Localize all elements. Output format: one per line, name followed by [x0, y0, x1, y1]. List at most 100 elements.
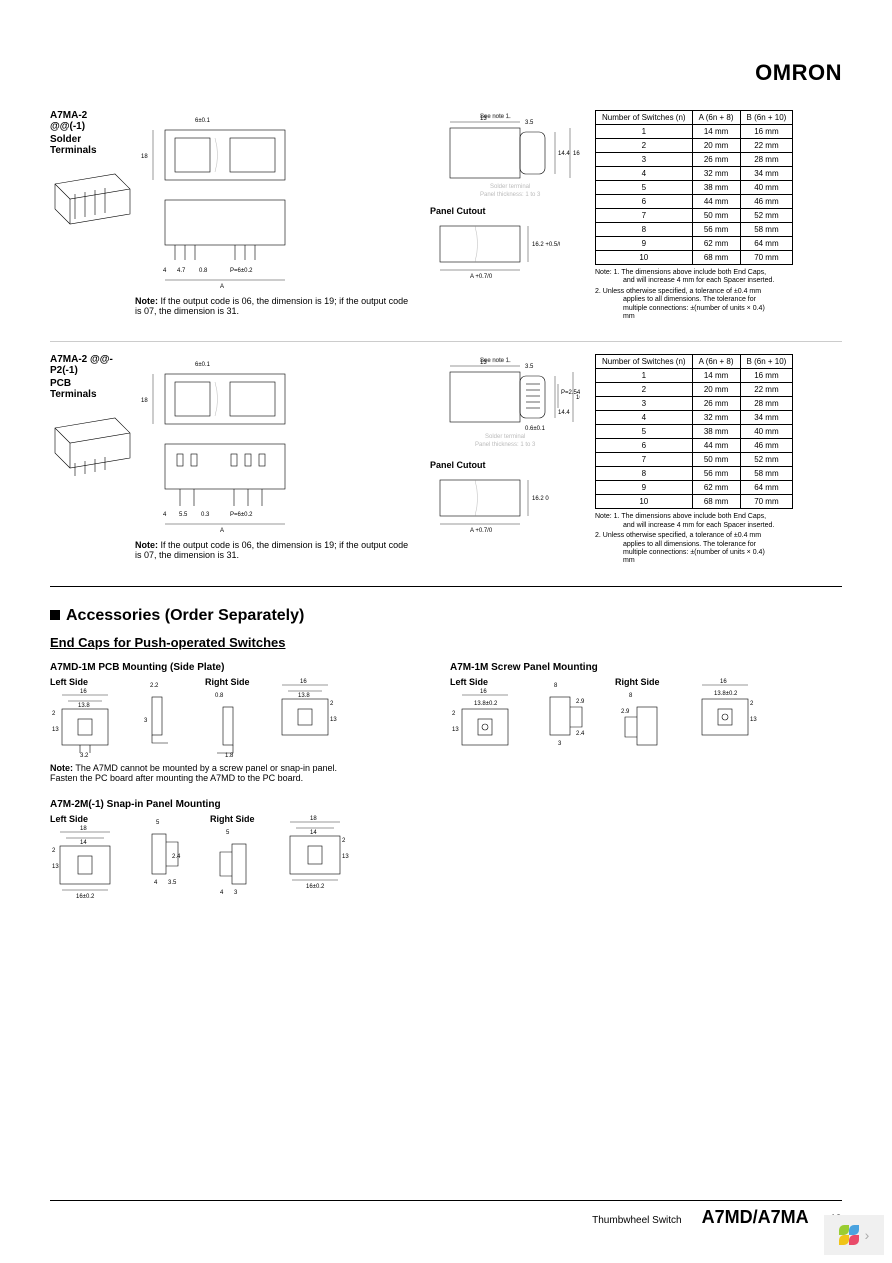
table-note-1: Note: 1. The dimensions above include bo…: [595, 269, 775, 321]
svg-text:2: 2: [342, 838, 346, 844]
table-row: 538 mm40 mm: [596, 425, 793, 439]
table-row: 538 mm40 mm: [596, 181, 793, 195]
svg-text:13: 13: [480, 116, 487, 122]
svg-text:16: 16: [480, 689, 487, 695]
section-pcb-terminals: A7MA-2 @@-P2(-1) PCB Terminals 6±0.1 18: [50, 354, 842, 565]
svg-text:13: 13: [480, 360, 487, 366]
table-row: 750 mm52 mm: [596, 453, 793, 467]
svg-text:2: 2: [452, 711, 456, 717]
svg-text:13.8±0.2: 13.8±0.2: [474, 701, 498, 707]
svg-text:16.2 +0.5/0: 16.2 +0.5/0: [532, 242, 560, 248]
cap2-left-front: 16 13.8±0.2 2 13: [450, 687, 520, 757]
panel-cutout-2: 16.2 0 A +0.7/0: [430, 472, 560, 532]
chevron-right-icon[interactable]: ›: [865, 1227, 870, 1243]
left-side-label-2: Left Side: [450, 677, 520, 687]
cap2-right-front: 16 13.8±0.2 2 13: [690, 677, 760, 747]
model-code-1: A7MA-2 @@(-1): [50, 110, 120, 132]
svg-text:3.5: 3.5: [525, 120, 534, 126]
left-side-label-1: Left Side: [50, 677, 120, 687]
svg-text:4: 4: [163, 268, 167, 274]
panel-cutout-label-1: Panel Cutout: [430, 206, 580, 216]
section-solder-terminals: A7MA-2 @@(-1) Solder Terminals 6±0.1 18: [50, 110, 842, 321]
page-footer: Thumbwheel Switch A7MD/A7MA 49: [50, 1200, 842, 1228]
svg-text:16: 16: [720, 679, 727, 685]
table-row: 856 mm58 mm: [596, 467, 793, 481]
square-bullet-icon: [50, 610, 60, 620]
cap-title-1: A7MD-1M PCB Mounting (Side Plate): [50, 662, 410, 673]
table-row: 432 mm34 mm: [596, 167, 793, 181]
svg-text:4: 4: [154, 880, 158, 886]
table-row: 326 mm28 mm: [596, 397, 793, 411]
svg-text:5: 5: [226, 830, 230, 836]
svg-text:16: 16: [80, 689, 87, 695]
note-1: Note: If the output code is 06, the dime…: [135, 296, 415, 316]
svg-text:18: 18: [310, 816, 317, 822]
svg-text:18: 18: [141, 398, 148, 404]
table-row: 962 mm64 mm: [596, 237, 793, 251]
svg-text:14: 14: [80, 840, 87, 846]
svg-text:5: 5: [156, 820, 160, 826]
dim-table-block-2: Number of Switches (n) A (6n + 8) B (6n …: [595, 354, 793, 565]
svg-text:13.8: 13.8: [298, 693, 310, 699]
svg-text:13: 13: [330, 717, 337, 723]
svg-text:13.8±0.2: 13.8±0.2: [714, 691, 738, 697]
svg-text:A: A: [220, 284, 224, 290]
svg-text:2.9: 2.9: [576, 699, 585, 705]
svg-text:16.2 0: 16.2 0: [532, 496, 549, 502]
table-row: 432 mm34 mm: [596, 411, 793, 425]
svg-text:13.8: 13.8: [78, 703, 90, 709]
svg-text:3.5: 3.5: [168, 880, 177, 886]
footer-model: A7MD/A7MA: [702, 1207, 809, 1228]
svg-text:3: 3: [144, 718, 148, 724]
svg-text:0.3: 0.3: [201, 512, 210, 518]
svg-text:2.2: 2.2: [150, 683, 159, 689]
svg-text:0.8: 0.8: [199, 268, 208, 274]
cap-title-3: A7M-2M(-1) Snap-in Panel Mounting: [50, 799, 450, 810]
table-row: 220 mm22 mm: [596, 383, 793, 397]
cap-a7md-1m: A7MD-1M PCB Mounting (Side Plate) Left S…: [50, 662, 410, 783]
svg-text:13: 13: [452, 727, 459, 733]
front-bottom-drawing-2: 6±0.1 18 4 5.5 0.3 P=6±0.2 A: [135, 354, 355, 534]
svg-text:6±0.1: 6±0.1: [195, 118, 211, 124]
cap3-left-side: 5 2.4 4 3.5: [140, 814, 190, 889]
svg-text:16±0.2: 16±0.2: [306, 884, 325, 889]
table-row: 220 mm22 mm: [596, 139, 793, 153]
cap3-right-front: 18 14 2 13 16±0.2: [280, 814, 350, 889]
svg-text:P=6±0.2: P=6±0.2: [230, 268, 253, 274]
svg-text:14: 14: [310, 830, 317, 836]
accessories-heading: Accessories (Order Separately): [50, 607, 842, 625]
svg-text:14.4: 14.4: [558, 410, 570, 416]
side-drawing-2: See note 1. 13 3.5 P=2.54 14.4 16 0.6±0.…: [430, 354, 580, 454]
panel-cutout-label-2: Panel Cutout: [430, 460, 580, 470]
svg-text:3: 3: [234, 890, 238, 896]
table-row: 326 mm28 mm: [596, 153, 793, 167]
svg-text:8: 8: [629, 693, 633, 699]
svg-text:3.5: 3.5: [525, 364, 534, 370]
cap3-right-side: 5 4 3: [210, 824, 260, 899]
svg-text:2.4: 2.4: [576, 731, 585, 737]
cap2-left-side: 8 2.9 2.4 3: [540, 677, 595, 747]
cap-a7m-1m: A7M-1M Screw Panel Mounting Left Side 16…: [450, 662, 830, 783]
svg-text:Panel thickness: 1 to 3: Panel thickness: 1 to 3: [480, 192, 541, 198]
subtitle-1: Solder Terminals: [50, 134, 120, 156]
svg-text:2.9: 2.9: [621, 709, 630, 715]
svg-text:8: 8: [554, 683, 558, 689]
divider-2: [50, 586, 842, 587]
footer-category: Thumbwheel Switch: [592, 1215, 681, 1226]
panel-cutout-1: 16.2 +0.5/0 A +0.7/0: [430, 218, 560, 278]
cap-a7m-2m: A7M-2M(-1) Snap-in Panel Mounting Left S…: [50, 799, 450, 899]
svg-text:6±0.1: 6±0.1: [195, 362, 211, 368]
svg-text:14.4: 14.4: [558, 151, 570, 157]
table-row: 114 mm16 mm: [596, 125, 793, 139]
svg-text:4: 4: [220, 890, 224, 896]
nav-logo-icon: [839, 1225, 859, 1245]
nav-widget[interactable]: ›: [824, 1215, 884, 1255]
front-bottom-drawing-1: 6±0.1 18 4 4.7 0.8 P=6±0.2 A: [135, 110, 355, 290]
svg-text:Solder terminal: Solder terminal: [490, 184, 530, 190]
svg-text:16±0.2: 16±0.2: [76, 894, 95, 899]
divider-1: [50, 341, 842, 342]
svg-text:2.4: 2.4: [172, 854, 181, 860]
svg-text:4.7: 4.7: [177, 268, 186, 274]
svg-text:Solder terminal: Solder terminal: [485, 434, 525, 440]
right-side-label-3: Right Side: [210, 814, 260, 824]
